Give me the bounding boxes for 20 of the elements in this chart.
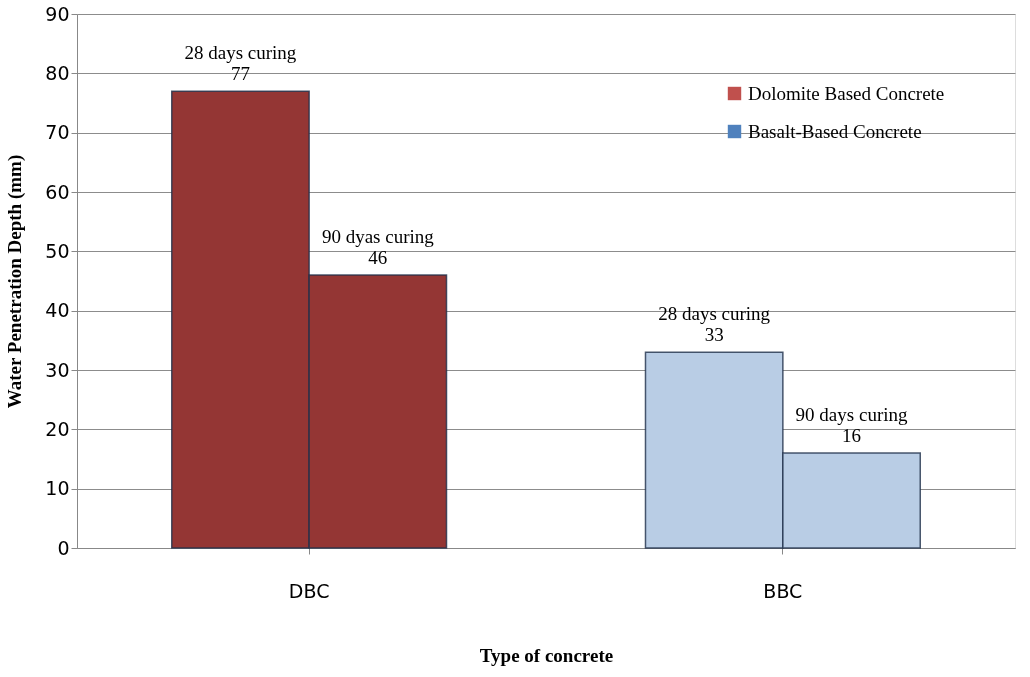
y-axis-title: Water Penetration Depth (mm): [4, 154, 27, 409]
legend-label: Dolomite Based Concrete: [748, 82, 945, 104]
y-tick-label: 40: [45, 299, 70, 322]
y-tick-label: 50: [45, 239, 70, 262]
x-tick-label: DBC: [288, 579, 330, 602]
y-tick-label: 30: [45, 358, 70, 381]
data-label: 28 days curing 77: [184, 42, 297, 85]
data-label: 90 days curing 16: [795, 404, 908, 447]
y-tick-label: 60: [45, 180, 70, 203]
y-tick-label: 10: [45, 477, 70, 500]
y-tick-label: 80: [45, 61, 70, 84]
y-tick-label: 20: [45, 417, 70, 440]
y-tick-label: 90: [45, 2, 70, 25]
data-label: 90 dyas curing 46: [321, 226, 435, 269]
x-axis-title: Type of concrete: [479, 644, 614, 666]
x-tick-label: BBC: [763, 579, 803, 602]
data-label: 28 days curing 33: [658, 303, 771, 346]
y-tick-label: 0: [57, 536, 70, 559]
legend-label: Basalt-Based Concrete: [748, 120, 922, 142]
y-tick-label: 70: [45, 121, 70, 144]
